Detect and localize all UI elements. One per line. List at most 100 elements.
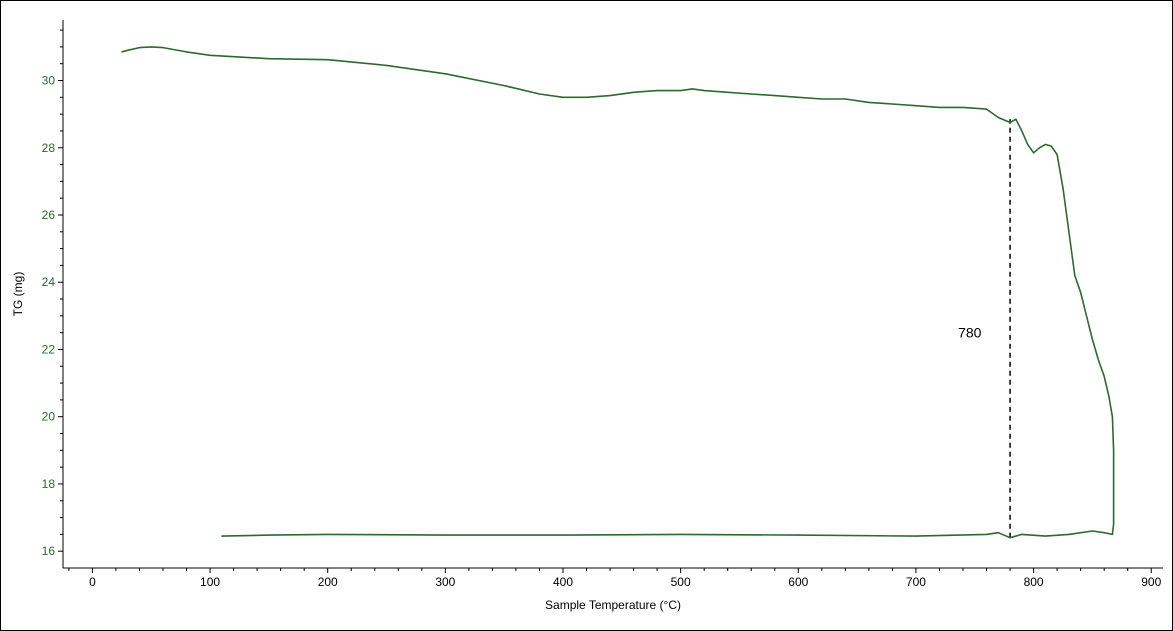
data-point — [868, 101, 870, 103]
axes — [62, 20, 1163, 569]
data-point — [268, 58, 270, 60]
data-point — [562, 96, 564, 98]
data-point — [209, 54, 211, 56]
data-point — [1021, 533, 1023, 536]
y-axis-label: TG (mg) — [11, 272, 25, 317]
data-point — [327, 59, 329, 61]
y-tick-label: 30 — [42, 74, 56, 88]
data-point — [1044, 143, 1046, 145]
data-point — [774, 95, 776, 97]
data-point — [1021, 130, 1023, 132]
data-point — [1068, 533, 1070, 536]
data-point — [1062, 187, 1064, 189]
data-point — [1103, 375, 1105, 377]
data-point — [327, 533, 329, 536]
data-point — [1113, 500, 1115, 502]
data-point — [127, 49, 129, 51]
x-tick-label: 500 — [671, 575, 691, 589]
data-point — [221, 535, 223, 537]
x-tick-label: 900 — [1141, 575, 1161, 589]
y-tick-label: 18 — [42, 477, 56, 491]
data-point — [1097, 359, 1099, 361]
data-point — [1027, 143, 1029, 145]
data-point — [1009, 121, 1011, 124]
data-point — [703, 90, 705, 92]
data-point — [680, 533, 682, 536]
data-point — [997, 532, 999, 534]
data-point — [1080, 291, 1082, 293]
annotation-group: 780 — [958, 119, 1011, 538]
data-point — [844, 98, 847, 100]
data-point — [268, 534, 270, 536]
data-point — [1111, 533, 1113, 536]
data-point — [1091, 338, 1093, 340]
series-group — [121, 46, 1115, 539]
data-point — [162, 47, 164, 49]
data-point — [1068, 231, 1070, 233]
data-point — [1108, 395, 1110, 398]
data-point — [997, 116, 999, 119]
data-point — [750, 93, 752, 95]
x-tick-label: 400 — [553, 575, 573, 589]
data-point — [727, 91, 729, 93]
data-point — [609, 95, 611, 97]
data-point — [938, 106, 941, 108]
data-point — [915, 105, 917, 107]
data-point — [585, 96, 588, 98]
data-point — [985, 108, 988, 110]
y-tick-label: 28 — [42, 141, 56, 155]
y-tick-label: 26 — [42, 208, 56, 222]
x-tick-label: 700 — [906, 575, 926, 589]
data-point — [1085, 315, 1088, 317]
data-point — [444, 534, 446, 536]
data-point — [821, 98, 823, 100]
data-point — [691, 88, 694, 90]
data-point — [797, 534, 799, 536]
data-point — [444, 73, 446, 75]
data-point — [1113, 523, 1115, 525]
data-point — [891, 103, 894, 105]
x-tick-label: 800 — [1024, 575, 1044, 589]
data-point — [1044, 535, 1046, 537]
x-tick-label: 0 — [89, 575, 96, 589]
x-tick-label: 200 — [318, 575, 338, 589]
data-point — [1091, 530, 1093, 532]
data-point — [680, 90, 682, 92]
x-axis-label: Sample Temperature (°C) — [545, 598, 681, 612]
x-tick-label: 100 — [200, 575, 220, 589]
data-point — [1009, 537, 1011, 539]
data-point — [1056, 153, 1058, 156]
data-point — [1074, 274, 1076, 277]
data-point — [1113, 449, 1115, 451]
data-point — [1050, 145, 1052, 147]
data-point — [797, 96, 799, 98]
data-point — [1111, 416, 1113, 418]
series-line — [121, 46, 1115, 539]
y-tick-label: 22 — [42, 342, 56, 356]
data-point — [538, 93, 541, 95]
x-tick-label: 600 — [788, 575, 808, 589]
data-point — [656, 90, 658, 92]
data-point — [385, 64, 388, 66]
data-point — [985, 533, 988, 536]
data-point — [1033, 152, 1035, 154]
y-tick-label: 24 — [42, 275, 56, 289]
data-point — [121, 51, 123, 53]
data-point — [962, 106, 964, 108]
data-point — [185, 51, 188, 53]
y-tick-label: 20 — [42, 410, 56, 424]
y-ticks: 16 18 20 22 24 26 28 30 — [42, 29, 63, 558]
data-point — [1103, 532, 1105, 534]
y-tick-label: 16 — [42, 544, 56, 558]
data-point — [562, 534, 564, 536]
data-point — [138, 47, 141, 49]
data-point — [1015, 118, 1017, 120]
data-point — [1038, 147, 1041, 149]
data-point — [633, 91, 635, 93]
data-point — [503, 85, 505, 87]
data-point — [915, 535, 917, 537]
x-ticks: 0 100 200 300 400 500 600 700 800 900 — [68, 568, 1162, 589]
annotation-label: 780 — [958, 325, 982, 341]
